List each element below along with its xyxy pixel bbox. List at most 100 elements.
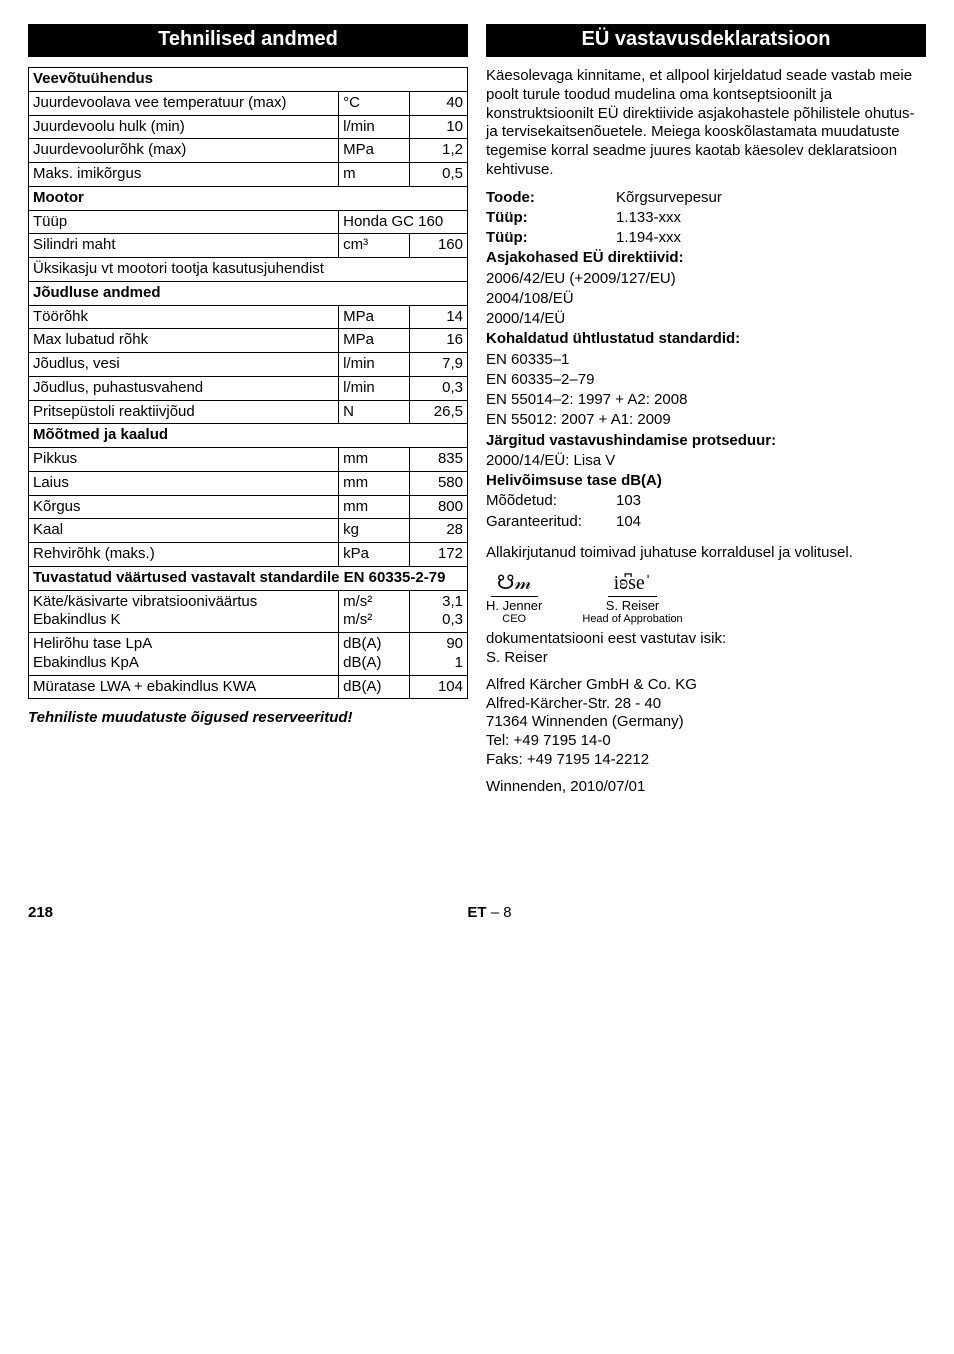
signature-row: ☋𝓂 H. Jenner CEO iʚ͆seˈ S. Reiser Head o… bbox=[486, 571, 926, 627]
signature-2: iʚ͆seˈ S. Reiser Head of Approbation bbox=[582, 571, 682, 627]
table-cell-label: Käte/käsivarte vibratsiooniväärtus Ebaki… bbox=[29, 590, 339, 633]
product-row: Toode:Kõrgsurvepesur bbox=[486, 188, 926, 208]
std-header: Kohaldatud ühtlustatud standardid: bbox=[486, 330, 740, 347]
proc-header: Järgitud vastavushindamise protseduur: bbox=[486, 431, 926, 451]
table-cell-unit: MPa bbox=[339, 329, 410, 353]
table-cell-value: 835 bbox=[410, 448, 468, 472]
sound-row: Mõõdetud:103 bbox=[486, 491, 926, 511]
table-cell-value: 0,5 bbox=[410, 163, 468, 187]
directive-line: 2006/42/EU (+2009/127/EU) bbox=[486, 269, 926, 289]
table-cell-unit: kg bbox=[339, 519, 410, 543]
table-cell-value: 26,5 bbox=[410, 400, 468, 424]
sig1-name: H. Jenner bbox=[486, 598, 542, 614]
table-cell-label: Juurdevoolurõhk (max) bbox=[29, 139, 339, 163]
table-cell-label: Kõrgus bbox=[29, 495, 339, 519]
section-title-tech: Tehnilised andmed bbox=[28, 24, 468, 57]
table-cell-value: 10 bbox=[410, 115, 468, 139]
table-cell-label: Juurdevoolu hulk (min) bbox=[29, 115, 339, 139]
table-cell-unit: mm bbox=[339, 471, 410, 495]
tech-footnote: Tehniliste muudatuste õigused reserveeri… bbox=[28, 709, 468, 726]
table-cell-value: 40 bbox=[410, 91, 468, 115]
table-cell-label: Töörõhk bbox=[29, 305, 339, 329]
product-block: Toode:KõrgsurvepesurTüüp:1.133-xxxTüüp:1… bbox=[486, 188, 926, 532]
table-cell-label: Max lubatud rõhk bbox=[29, 329, 339, 353]
table-cell-label: Kaal bbox=[29, 519, 339, 543]
table-cell-label: Juurdevoolava vee temperatuur (max) bbox=[29, 91, 339, 115]
table-cell-unit: MPa bbox=[339, 305, 410, 329]
decl-intro: Käesolevaga kinnitame, et allpool kirjel… bbox=[486, 67, 926, 180]
table-cell-label: Pritsepüstoli reaktiivjõud bbox=[29, 400, 339, 424]
table-cell-value: 90 1 bbox=[410, 633, 468, 676]
auth-para: Allakirjutanud toimivad juhatuse korrald… bbox=[486, 544, 926, 563]
table-cell-label: Pikkus bbox=[29, 448, 339, 472]
table-cell-unit: mm bbox=[339, 495, 410, 519]
table-cell-label: Silindri maht bbox=[29, 234, 339, 258]
table-cell-value: 14 bbox=[410, 305, 468, 329]
group-header: Jõudluse andmed bbox=[29, 281, 468, 305]
proc-line: 2000/14/EÜ: Lisa V bbox=[486, 451, 926, 471]
sound-header: Helivõimsuse tase dB(A) bbox=[486, 471, 926, 491]
table-cell-value: 172 bbox=[410, 543, 468, 567]
table-cell-value: 7,9 bbox=[410, 353, 468, 377]
table-cell-unit: dB(A) dB(A) bbox=[339, 633, 410, 676]
table-cell-label: Helirõhu tase LpA Ebakindlus KpA bbox=[29, 633, 339, 676]
product-row: Tüüp:1.133-xxx bbox=[486, 208, 926, 228]
section-title-decl: EÜ vastavusdeklaratsioon bbox=[486, 24, 926, 57]
doc-resp-label: dokumentatsiooni eest vastutav isik: bbox=[486, 630, 726, 647]
table-cell-label: Jõudlus, vesi bbox=[29, 353, 339, 377]
standard-line: EN 55014–2: 1997 + A2: 2008 bbox=[486, 390, 926, 410]
table-cell-value: 580 bbox=[410, 471, 468, 495]
standard-line: EN 60335–1 bbox=[486, 350, 926, 370]
table-cell-unit: m/s² m/s² bbox=[339, 590, 410, 633]
table-cell-label: Müratase LWA + ebakindlus KWA bbox=[29, 675, 339, 699]
table-cell-unit: kPa bbox=[339, 543, 410, 567]
table-cell-label: Jõudlus, puhastusvahend bbox=[29, 376, 339, 400]
table-cell-unit: l/min bbox=[339, 115, 410, 139]
table-cell-unit: m bbox=[339, 163, 410, 187]
doc-resp-block: dokumentatsiooni eest vastutav isik: S. … bbox=[486, 630, 926, 668]
group-header: Tuvastatud väärtused vastavalt standardi… bbox=[29, 566, 468, 590]
table-cell-value: 28 bbox=[410, 519, 468, 543]
table-cell-label: Maks. imikõrgus bbox=[29, 163, 339, 187]
table-cell-value: 160 bbox=[410, 234, 468, 258]
table-cell-unit: MPa bbox=[339, 139, 410, 163]
address-line: Alfred-Kärcher-Str. 28 - 40 bbox=[486, 695, 926, 714]
table-cell-label: Tüüp bbox=[29, 210, 339, 234]
doc-resp-name: S. Reiser bbox=[486, 649, 548, 666]
signature-1: ☋𝓂 H. Jenner CEO bbox=[486, 571, 542, 627]
table-cell-unit: cm³ bbox=[339, 234, 410, 258]
standard-line: EN 55012: 2007 + A1: 2009 bbox=[486, 410, 926, 430]
page-number-left: 218 bbox=[28, 904, 53, 921]
table-cell-value: 16 bbox=[410, 329, 468, 353]
table-cell-merged: Honda GC 160 bbox=[339, 210, 468, 234]
sound-row: Garanteeritud:104 bbox=[486, 512, 926, 532]
sig2-title: Head of Approbation bbox=[582, 613, 682, 626]
dir-header: Asjakohased EÜ direktiivid: bbox=[486, 248, 926, 268]
table-cell-unit: °C bbox=[339, 91, 410, 115]
standard-line: EN 60335–2–79 bbox=[486, 370, 926, 390]
address-line: 71364 Winnenden (Germany) bbox=[486, 713, 926, 732]
address-block: Alfred Kärcher GmbH & Co. KGAlfred-Kärch… bbox=[486, 676, 926, 770]
table-cell-label: Rehvirõhk (maks.) bbox=[29, 543, 339, 567]
table-cell-value: 3,1 0,3 bbox=[410, 590, 468, 633]
table-row-full: Üksikasju vt mootori tootja kasutusjuhen… bbox=[29, 258, 468, 282]
group-header: Mõõtmed ja kaalud bbox=[29, 424, 468, 448]
group-header: Mootor bbox=[29, 186, 468, 210]
table-cell-label: Laius bbox=[29, 471, 339, 495]
table-cell-unit: N bbox=[339, 400, 410, 424]
page-footer: 218 ET – 8 bbox=[28, 904, 926, 921]
table-cell-unit: l/min bbox=[339, 353, 410, 377]
table-cell-value: 800 bbox=[410, 495, 468, 519]
table-cell-value: 1,2 bbox=[410, 139, 468, 163]
table-cell-value: 0,3 bbox=[410, 376, 468, 400]
page-number-center: ET – 8 bbox=[467, 904, 511, 921]
product-row: Tüüp:1.194-xxx bbox=[486, 228, 926, 248]
address-line: Faks: +49 7195 14-2212 bbox=[486, 751, 926, 770]
sig2-name: S. Reiser bbox=[582, 598, 682, 614]
table-cell-value: 104 bbox=[410, 675, 468, 699]
group-header: Veevõtuühendus bbox=[29, 68, 468, 92]
table-cell-unit: l/min bbox=[339, 376, 410, 400]
decl-date: Winnenden, 2010/07/01 bbox=[486, 778, 926, 797]
address-line: Alfred Kärcher GmbH & Co. KG bbox=[486, 676, 926, 695]
directive-line: 2004/108/EÜ bbox=[486, 289, 926, 309]
